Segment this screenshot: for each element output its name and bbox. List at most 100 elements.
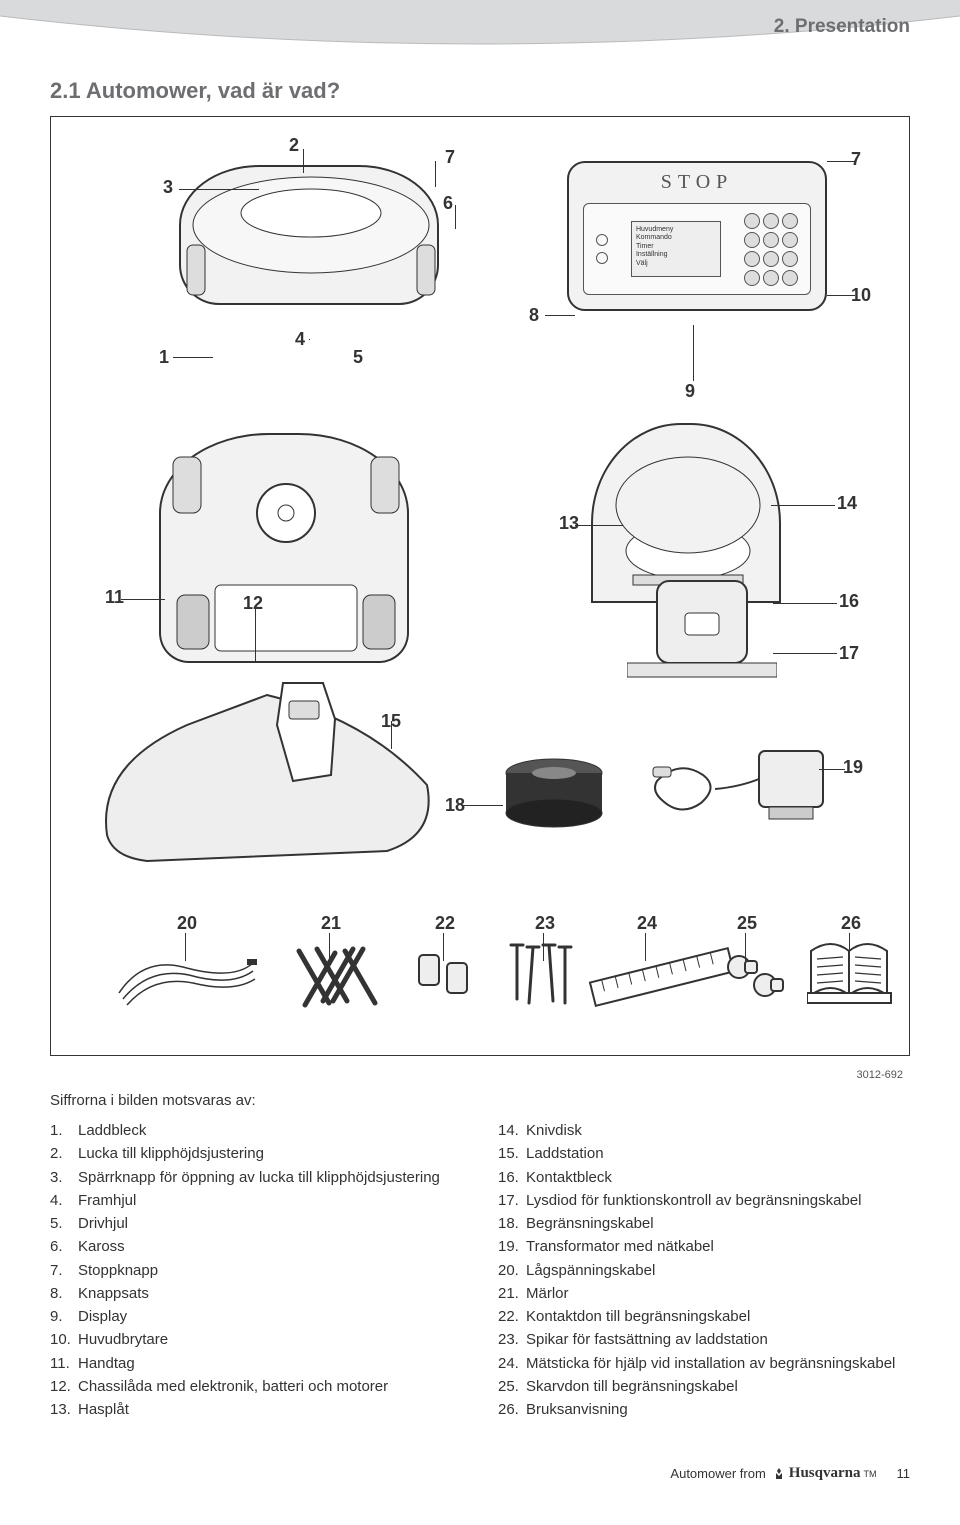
leader-line (303, 149, 304, 173)
section-title: 2.1 Automower, vad är vad? (50, 78, 910, 104)
callout-number: 18 (445, 795, 465, 816)
display-screen: Huvudmeny Kommando Timer Inställning Väl… (631, 221, 721, 277)
list-item: 14.Knivdisk (498, 1119, 910, 1142)
item-number: 4. (50, 1189, 78, 1212)
item-number: 25. (498, 1375, 526, 1398)
list-item: 26.Bruksanvisning (498, 1398, 910, 1421)
leader-line (819, 769, 845, 770)
item-text: Kaross (78, 1235, 125, 1258)
leader-line (121, 599, 165, 600)
list-item: 24.Mätsticka för hjälp vid installation … (498, 1352, 910, 1375)
leader-line (645, 933, 646, 961)
leader-line (773, 603, 837, 604)
item-number: 8. (50, 1282, 78, 1305)
callout-number: 13 (559, 513, 579, 534)
item-number: 9. (50, 1305, 78, 1328)
item-text: Lucka till klipphöjdsjustering (78, 1142, 264, 1165)
list-item: 20.Lågspänningskabel (498, 1259, 910, 1282)
list-item: 22.Kontaktdon till begränsningskabel (498, 1305, 910, 1328)
list-item: 6.Kaross (50, 1235, 462, 1258)
item-number: 10. (50, 1328, 78, 1351)
callout-number: 4 (295, 329, 305, 350)
item-number: 7. (50, 1259, 78, 1282)
screws-icon (507, 941, 577, 1013)
mower-underside (159, 433, 409, 663)
item-text: Drivhjul (78, 1212, 128, 1235)
parts-list-right: 14.Knivdisk15.Laddstation16.Kontaktbleck… (498, 1119, 910, 1421)
item-text: Handtag (78, 1352, 135, 1375)
item-number: 13. (50, 1398, 78, 1421)
item-number: 3. (50, 1166, 78, 1189)
callout-number: 25 (737, 913, 757, 934)
item-number: 17. (498, 1189, 526, 1212)
list-item: 19.Transformator med nätkabel (498, 1235, 910, 1258)
item-text: Spärrknapp för öppning av lucka till kli… (78, 1166, 440, 1189)
footer-prefix: Automower from (670, 1466, 765, 1481)
leader-line (771, 505, 835, 506)
list-item: 23.Spikar för fastsättning av laddstatio… (498, 1328, 910, 1351)
list-item: 16.Kontaktbleck (498, 1166, 910, 1189)
callout-number: 19 (843, 757, 863, 778)
item-text: Lysdiod för funktionskontroll av begräns… (526, 1189, 861, 1212)
callout-number: 15 (381, 711, 401, 732)
list-item: 8.Knappsats (50, 1282, 462, 1305)
callout-number: 24 (637, 913, 657, 934)
staples-icon (289, 943, 385, 1015)
leader-line (693, 325, 694, 381)
item-number: 22. (498, 1305, 526, 1328)
item-number: 14. (498, 1119, 526, 1142)
callout-number: 16 (839, 591, 859, 612)
callout-number: 23 (535, 913, 555, 934)
leader-line (255, 607, 256, 661)
cable-spool (499, 751, 609, 831)
item-number: 6. (50, 1235, 78, 1258)
leader-line (773, 653, 837, 654)
item-text: Hasplåt (78, 1398, 129, 1421)
list-item: 12.Chassilåda med elektronik, batteri oc… (50, 1375, 462, 1398)
item-text: Transformator med nätkabel (526, 1235, 714, 1258)
leader-line (173, 357, 213, 358)
page: 2. Presentation 2.1 Automower, vad är va… (0, 0, 960, 1512)
leader-line (179, 189, 259, 190)
parts-list: 1.Laddbleck2.Lucka till klipphöjdsjuster… (50, 1119, 910, 1421)
callout-number: 26 (841, 913, 861, 934)
item-text: Huvudbrytare (78, 1328, 168, 1351)
leader-line (455, 205, 456, 229)
ruler-icon (587, 943, 737, 1013)
item-number: 12. (50, 1375, 78, 1398)
list-item: 2.Lucka till klipphöjdsjustering (50, 1142, 462, 1165)
item-text: Begränsningskabel (526, 1212, 654, 1235)
callout-number: 7 (445, 147, 455, 168)
item-number: 1. (50, 1119, 78, 1142)
brand-logo-icon: HusqvarnaTM (772, 1465, 877, 1482)
chapter-title: 2. Presentation (774, 16, 910, 38)
leader-line (545, 315, 575, 316)
caption: Siffrorna i bilden motsvaras av: (50, 1092, 910, 1109)
item-number: 16. (498, 1166, 526, 1189)
transformer (649, 737, 839, 837)
list-item: 15.Laddstation (498, 1142, 910, 1165)
item-number: 15. (498, 1142, 526, 1165)
list-item: 1.Laddbleck (50, 1119, 462, 1142)
connectors-icon (415, 949, 475, 1009)
list-item: 10.Huvudbrytare (50, 1328, 462, 1351)
leader-line (543, 933, 544, 961)
keypad-inner: Huvudmeny Kommando Timer Inställning Väl… (583, 203, 811, 295)
item-number: 26. (498, 1398, 526, 1421)
item-number: 24. (498, 1352, 526, 1375)
item-number: 23. (498, 1328, 526, 1351)
callout-number: 12 (243, 593, 263, 614)
list-item: 9.Display (50, 1305, 462, 1328)
parts-list-left: 1.Laddbleck2.Lucka till klipphöjdsjuster… (50, 1119, 462, 1421)
item-text: Chassilåda med elektronik, batteri och m… (78, 1375, 388, 1398)
list-item: 11.Handtag (50, 1352, 462, 1375)
item-text: Laddbleck (78, 1119, 146, 1142)
control-panel: STOP Huvudmeny Kommando Timer Inställnin… (567, 161, 827, 311)
list-item: 18.Begränsningskabel (498, 1212, 910, 1235)
list-item: 17.Lysdiod för funktionskontroll av begr… (498, 1189, 910, 1212)
callout-number: 6 (443, 193, 453, 214)
item-text: Spikar för fastsättning av laddstation (526, 1328, 768, 1351)
callout-number: 1 (159, 347, 169, 368)
callout-number: 22 (435, 913, 455, 934)
list-item: 21.Märlor (498, 1282, 910, 1305)
